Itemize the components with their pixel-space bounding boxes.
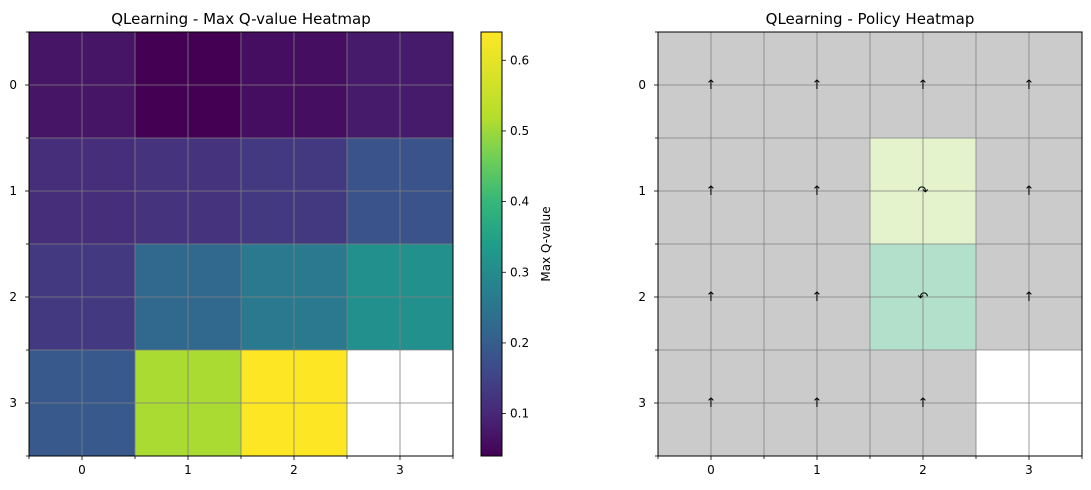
policy-arrow: ↑: [1024, 290, 1035, 305]
y-tick-label: 0: [638, 78, 646, 92]
policy-arrow: ↑: [918, 78, 929, 93]
x-tick-label: 0: [78, 463, 86, 477]
colorbar-tick-label: 0.6: [510, 53, 529, 67]
x-tick-label: 2: [919, 463, 927, 477]
y-tick-label: 2: [638, 290, 646, 304]
x-tick-label: 3: [1025, 463, 1033, 477]
policy-arrow: ↑: [812, 396, 823, 411]
x-tick-label: 1: [184, 463, 192, 477]
policy-arrow: ↑: [706, 184, 717, 199]
policy-arrow: ↑: [1024, 184, 1035, 199]
x-tick-label: 3: [396, 463, 404, 477]
y-tick-label: 0: [9, 78, 17, 92]
colorbar-label: Max Q-value: [539, 206, 553, 281]
colorbar-tick-label: 0.1: [510, 407, 529, 421]
policy-heatmap: QLearning - Policy Heatmap ↑ ↑ ↑ ↑ ↑ ↑ ↷ ↑ ↑ ↑ ↶ ↑ ↑…: [638, 10, 1083, 477]
y-tick-label: 3: [638, 396, 646, 410]
colorbar-gradient: [480, 31, 503, 457]
colorbar-tick-label: 0.2: [510, 336, 529, 350]
policy-arrow: ↑: [812, 184, 823, 199]
policy-arrow: ↶: [918, 290, 929, 305]
y-tick-label: 3: [9, 396, 17, 410]
policy-arrow: ↷: [918, 184, 930, 199]
x-tick-label: 2: [290, 463, 298, 477]
colorbar-tick-label: 0.4: [510, 195, 529, 209]
max-q-value-heatmap: QLearning - Max Q-value Heatmap 0 1 2 3 0 1 2 3: [9, 10, 454, 477]
policy-arrow: ↑: [1024, 78, 1035, 93]
y-tick-label: 1: [9, 184, 17, 198]
policy-arrow: ↑: [812, 78, 823, 93]
policy-arrow: ↑: [812, 290, 823, 305]
colorbar-tick-label: 0.3: [510, 265, 529, 279]
policy-arrow: ↑: [706, 78, 717, 93]
right-chart-title: QLearning - Policy Heatmap: [766, 10, 975, 28]
policy-arrow: ↑: [706, 396, 717, 411]
x-tick-label: 0: [707, 463, 715, 477]
colorbar: 0.1 0.2 0.3 0.4 0.5 0.6 Max Q-value: [480, 31, 553, 457]
y-tick-label: 2: [9, 290, 17, 304]
x-tick-label: 1: [813, 463, 821, 477]
left-chart-title: QLearning - Max Q-value Heatmap: [111, 10, 371, 28]
policy-arrow: ↑: [706, 290, 717, 305]
y-tick-label: 1: [638, 184, 646, 198]
colorbar-tick-label: 0.5: [510, 124, 529, 138]
policy-arrow: ↑: [918, 396, 929, 411]
